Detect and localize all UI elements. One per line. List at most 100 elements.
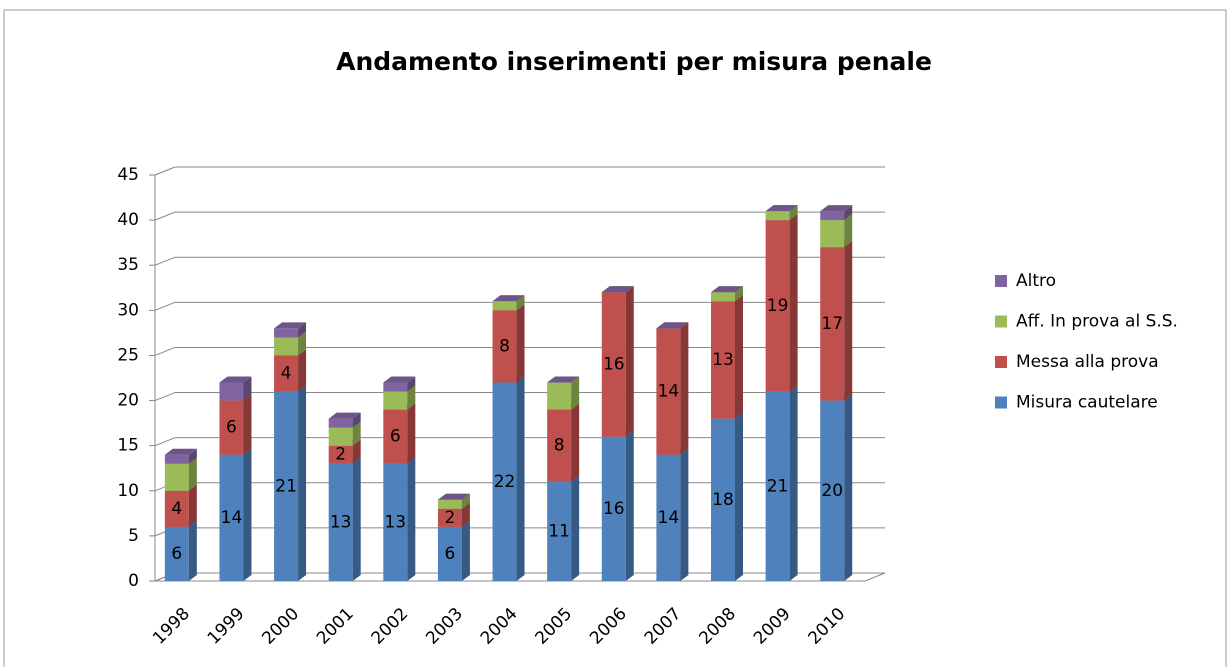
data-label: 22	[494, 472, 516, 492]
bar-face	[789, 205, 798, 221]
bar-face	[328, 418, 353, 428]
grid-line	[154, 392, 176, 402]
bar-face	[625, 286, 634, 437]
bar-segment	[820, 241, 853, 401]
bar-face	[383, 409, 408, 464]
chart-title: Andamento inserimenti per misura penale	[336, 47, 932, 76]
bar-face	[680, 322, 689, 455]
data-label: 13	[384, 512, 406, 532]
y-tick-label: 35	[117, 255, 139, 275]
data-label: 14	[658, 382, 680, 402]
legend-swatch	[995, 396, 1007, 409]
data-label: 17	[821, 314, 843, 334]
bar-face	[274, 391, 299, 581]
bar-face	[601, 286, 634, 293]
bar-face	[328, 412, 361, 419]
legend-swatch	[995, 356, 1007, 368]
bar-segment	[547, 376, 580, 383]
bar-face	[164, 490, 189, 527]
bar-face	[844, 214, 853, 248]
bar-face	[789, 214, 798, 392]
bar-face	[492, 382, 517, 581]
bar-face	[547, 409, 572, 482]
bar-face	[820, 220, 845, 248]
bar-segment	[219, 394, 252, 455]
bar-face	[492, 301, 517, 311]
bar-face	[601, 292, 626, 437]
bar-face	[383, 463, 408, 581]
data-label: 4	[281, 363, 292, 383]
bar-face	[711, 292, 735, 302]
bar-segment	[601, 286, 634, 437]
bar-face	[765, 211, 790, 221]
data-label: 6	[171, 544, 182, 564]
bar-face	[164, 448, 197, 455]
bar-segment	[383, 457, 416, 581]
bar-face	[328, 427, 353, 446]
bar-face	[656, 322, 689, 329]
data-label: 14	[221, 508, 243, 528]
bar-face	[298, 331, 307, 356]
bar-face	[844, 394, 853, 581]
bar-segment	[656, 322, 689, 329]
bar-face	[461, 493, 470, 509]
bar-face	[625, 430, 634, 581]
bar-face	[298, 349, 307, 392]
y-tick-label: 45	[117, 165, 139, 185]
bar-face	[274, 355, 299, 392]
bar-face	[243, 394, 252, 455]
y-tick-label: 30	[117, 300, 139, 320]
y-tick-label: 40	[117, 210, 139, 230]
data-label: 20	[821, 481, 843, 501]
bar-segment	[219, 376, 252, 401]
bar-segment	[492, 295, 525, 302]
bar-face	[352, 412, 361, 428]
bar-face	[680, 448, 689, 581]
bar-face	[571, 376, 580, 410]
legend-label: Aff. In prova al S.S.	[1016, 312, 1178, 332]
bar-face	[164, 526, 189, 581]
bar-face	[492, 295, 525, 302]
bar-face	[407, 457, 416, 581]
data-label: 6	[226, 418, 237, 438]
y-tick-label: 0	[128, 571, 139, 591]
data-label: 18	[712, 490, 734, 510]
bar-segment	[274, 322, 307, 338]
legend-label: Misura cautelare	[1016, 393, 1158, 413]
bar-face	[352, 421, 361, 446]
data-label: 8	[499, 336, 510, 356]
bar-face	[407, 403, 416, 464]
bar-face	[274, 328, 299, 338]
data-label: 16	[603, 499, 625, 519]
data-label: 2	[335, 445, 346, 465]
bar-segment	[601, 286, 634, 293]
bar-face	[437, 499, 462, 509]
bar-face	[407, 385, 416, 410]
bar-segment	[383, 376, 416, 392]
bar-face	[188, 520, 197, 581]
bar-face	[547, 382, 572, 410]
grid-line	[154, 437, 176, 447]
data-label: 16	[603, 354, 625, 374]
bar-face	[243, 448, 252, 581]
y-tick-label: 15	[117, 436, 139, 456]
data-label: 19	[767, 296, 789, 316]
grid-line	[154, 301, 176, 311]
bar-segment	[328, 457, 361, 581]
grid-line	[154, 211, 176, 221]
bar-face	[461, 520, 470, 581]
bar-face	[219, 400, 244, 455]
bar-segment	[492, 376, 525, 581]
bar-face	[437, 508, 462, 527]
data-label: 4	[171, 499, 182, 519]
bar-face	[820, 400, 845, 581]
data-label: 8	[554, 436, 565, 456]
legend-swatch	[995, 315, 1007, 328]
bar-face	[219, 376, 252, 383]
data-label: 6	[390, 427, 401, 447]
bar-face	[735, 286, 743, 302]
bar-face	[274, 322, 307, 329]
bar-face	[820, 205, 853, 212]
y-tick-label: 10	[117, 481, 139, 501]
